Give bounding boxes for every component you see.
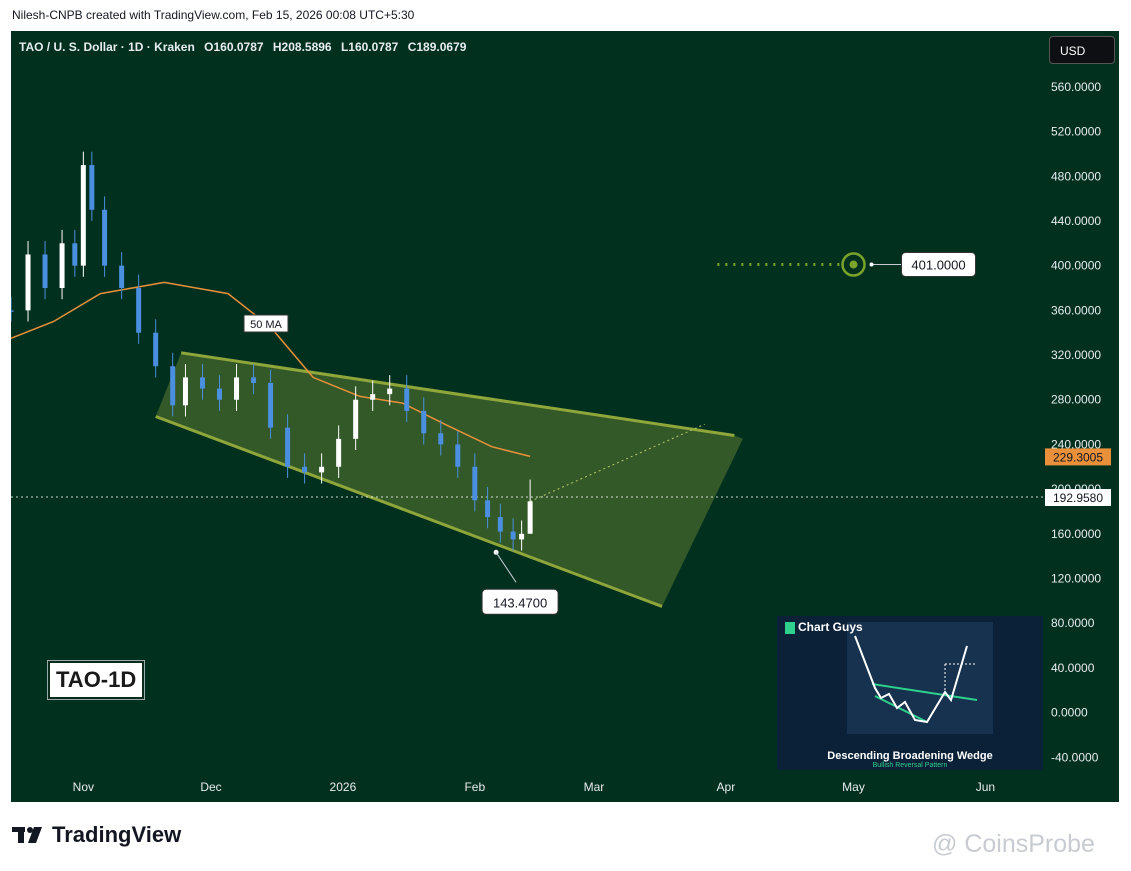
target-price-label: 401.0000 (911, 258, 965, 273)
ma-axis-box (1045, 448, 1111, 466)
x-tick-label: Dec (200, 780, 221, 794)
candle-body (199, 377, 205, 389)
y-tick-label: 320.0000 (1051, 348, 1101, 362)
candle-body (370, 394, 376, 400)
target-label-box (901, 252, 977, 278)
coinsprobe-watermark: @ CoinsProbe (932, 830, 1095, 858)
candle-body (268, 382, 274, 428)
candle-body (336, 438, 342, 467)
candle-body (59, 243, 65, 288)
inset-brand-logo: Chart Guys (785, 621, 863, 634)
y-tick-label: 360.0000 (1051, 303, 1101, 317)
ma-label-box (243, 314, 289, 333)
inset-title: Descending Broadening Wedge (827, 750, 993, 762)
candle-body (25, 254, 31, 311)
candle-body (136, 288, 142, 333)
candle-body (455, 444, 461, 467)
candle-body (182, 377, 188, 406)
chart-tag: TAO-1D (46, 660, 146, 700)
candle-body (217, 388, 223, 400)
chart-canvas[interactable]: 560.0000 520.0000 480.0000 440.0000 400.0000… (11, 31, 1119, 802)
x-tick-label: Apr (717, 780, 736, 794)
close-value: C189.0679 (407, 40, 467, 54)
currency-button[interactable]: USD (1049, 36, 1115, 64)
price-chart[interactable]: 560.0000 520.0000 480.0000 440.0000 400.0000… (11, 31, 1119, 802)
target-callout-dot (869, 262, 874, 267)
projection-line (529, 423, 705, 502)
x-tick-label: 2026 (330, 780, 357, 794)
candle-body (72, 243, 78, 266)
candle-body (387, 388, 393, 395)
low-value: L160.0787 (340, 40, 399, 54)
ma-line (11, 281, 531, 458)
x-tick-label: Mar (584, 780, 605, 794)
candle-body (527, 501, 533, 534)
candle-body (153, 332, 159, 367)
pattern-inset-image: Chart Guys Descending Broadening Wedge B… (777, 616, 1043, 770)
candle-body (102, 209, 108, 266)
symbol-name: TAO / U. S. Dollar · 1D · Kraken (19, 40, 195, 54)
ma-label: 50 MA (250, 319, 282, 331)
candle-body (89, 165, 95, 210)
candle-body (485, 500, 491, 518)
y-tick-label: 280.0000 (1051, 393, 1101, 407)
candle-body (11, 310, 14, 312)
y-tick-label: 480.0000 (1051, 169, 1101, 183)
symbol-ohlc-line: TAO / U. S. Dollar · 1D · Kraken O160.07… (19, 40, 472, 54)
target-dot (849, 260, 858, 269)
chart-attribution: Nilesh-CNPB created with TradingView.com… (12, 8, 415, 22)
y-tick-label: 240.0000 (1051, 437, 1101, 451)
tradingview-brand: TradingView (52, 822, 182, 847)
candle-body (510, 531, 516, 540)
y-tick-label: 40.0000 (1051, 661, 1095, 675)
tradingview-logo-icon (12, 827, 42, 843)
y-tick-label: 160.0000 (1051, 527, 1101, 541)
candle-body (421, 410, 427, 434)
y-tick-label: 560.0000 (1051, 80, 1101, 94)
ma-axis-label: 229.3005 (1053, 450, 1103, 464)
y-tick-label: 400.0000 (1051, 259, 1101, 273)
y-tick-label: -40.0000 (1051, 750, 1099, 764)
candle-body (170, 366, 176, 406)
candle-body (438, 433, 444, 445)
open-value: O160.0787 (204, 40, 264, 54)
y-tick-label: 440.0000 (1051, 214, 1101, 228)
wedge-lower-line (155, 415, 663, 608)
candle-body (42, 254, 48, 288)
inset-drawing (777, 616, 1043, 770)
candle-body (119, 265, 125, 288)
wedge-fill (155, 352, 743, 607)
low-label-box (481, 588, 559, 615)
y-tick-label: 120.0000 (1051, 572, 1101, 586)
candle-body (519, 533, 525, 540)
x-tick-label: May (842, 780, 865, 794)
target-ring (841, 252, 866, 277)
y-tick-label: 520.0000 (1051, 125, 1101, 139)
x-tick-label: Jun (976, 780, 995, 794)
current-price-axis-label: 192.9580 (1053, 491, 1103, 505)
x-tick-label: Nov (73, 780, 94, 794)
candle-body (302, 466, 308, 473)
candle-body (319, 466, 325, 473)
low-callout-line (495, 552, 517, 583)
x-tick-label: Feb (464, 780, 485, 794)
inset-subtitle: Bullish Reversal Pattern (872, 762, 948, 769)
candle-body (80, 165, 86, 266)
candle-body (251, 377, 257, 383)
candle-body (285, 427, 291, 467)
candle-body (353, 399, 359, 439)
candle-body (404, 388, 410, 411)
candle-body (234, 377, 240, 400)
tradingview-logo[interactable]: TradingView (12, 822, 181, 848)
y-tick-label: 0.0000 (1051, 706, 1088, 720)
high-value: H208.5896 (272, 40, 332, 54)
candle-body (472, 466, 478, 501)
candle-body (497, 517, 503, 532)
wedge-upper-line (180, 351, 735, 437)
low-price-label: 143.4700 (493, 595, 547, 610)
current-price-axis-box (1045, 488, 1111, 506)
y-tick-label: 80.0000 (1051, 616, 1095, 630)
